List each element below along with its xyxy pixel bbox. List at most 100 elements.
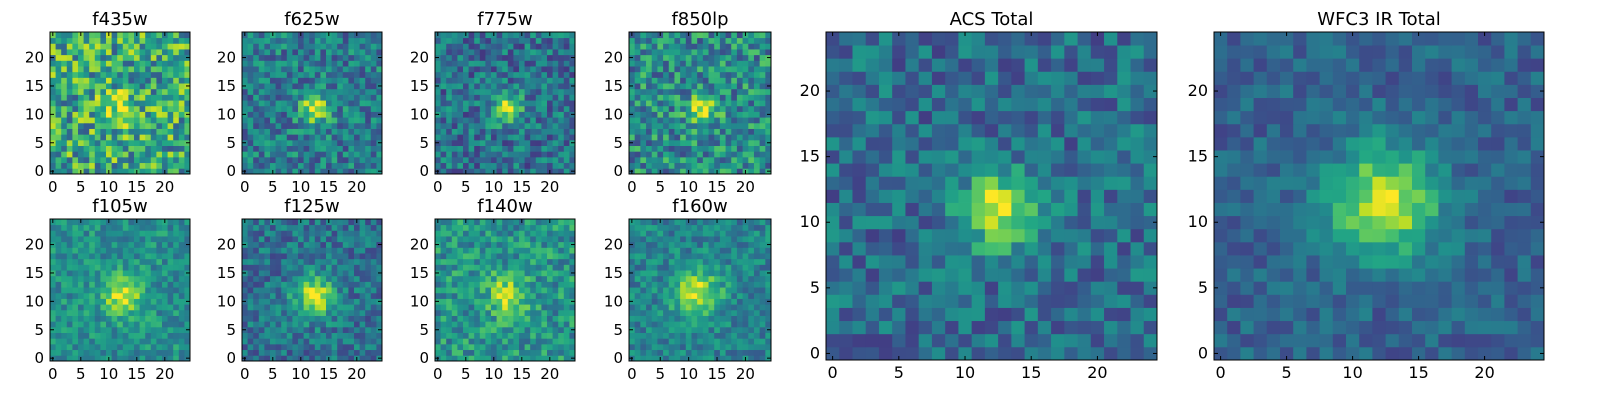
heatmap-cell: [184, 230, 191, 237]
heatmap-cell: [331, 145, 338, 152]
heatmap-cell: [314, 122, 321, 129]
heatmap-cell: [286, 343, 293, 351]
heatmap-cell: [122, 338, 129, 345]
heatmap-cell: [314, 270, 321, 277]
heatmap-cell: [552, 349, 559, 356]
heatmap-cell: [657, 315, 664, 322]
heatmap-cell: [725, 66, 732, 73]
heatmap-cell: [258, 309, 265, 316]
heatmap-cell: [337, 292, 344, 299]
heatmap-cell: [314, 128, 321, 135]
heatmap-cell: [558, 315, 565, 322]
heatmap-cell: [530, 219, 537, 226]
heatmap-cell: [513, 224, 520, 231]
heatmap-cell: [541, 168, 548, 175]
heatmap-cell: [117, 37, 124, 44]
heatmap-cell: [708, 287, 715, 294]
heatmap-cell: [640, 304, 647, 311]
heatmap-cell: [184, 247, 191, 254]
heatmap-cell: [731, 122, 738, 129]
heatmap-cell: [563, 117, 570, 124]
heatmap-cell: [270, 224, 276, 231]
heatmap-cell: [354, 343, 360, 351]
heatmap-cell: [309, 66, 316, 73]
heatmap-cell: [552, 60, 559, 67]
heatmap-cell: [253, 66, 260, 73]
heatmap-cell: [139, 134, 146, 141]
heatmap-cell: [242, 100, 248, 107]
heatmap-cell: [474, 315, 481, 322]
heatmap-cell: [491, 156, 497, 164]
heatmap-cell: [702, 71, 709, 78]
heatmap-cell: [258, 304, 265, 311]
heatmap-cell: [753, 88, 761, 95]
heatmap-cell: [376, 343, 383, 351]
heatmap-cell: [55, 54, 62, 61]
heatmap-cell: [552, 253, 559, 260]
heatmap-cell: [507, 281, 514, 288]
heatmap-cell: [247, 105, 254, 112]
heatmap-cell: [342, 71, 349, 78]
heatmap-cell: [634, 49, 641, 56]
heatmap-cell: [668, 111, 675, 118]
heatmap-cell: [697, 77, 704, 84]
heatmap-cell: [451, 139, 458, 146]
heatmap-cell: [376, 287, 383, 294]
heatmap-cell: [342, 117, 349, 124]
heatmap-cell: [286, 71, 293, 78]
heatmap-cell: [691, 88, 698, 95]
heatmap-cell: [479, 139, 486, 146]
heatmap-cell: [184, 43, 191, 50]
heatmap-cell: [275, 230, 282, 237]
heatmap-cell: [530, 71, 537, 78]
heatmap-cell: [111, 338, 118, 345]
heatmap-cell: [558, 54, 565, 61]
heatmap-cell: [359, 258, 366, 265]
heatmap-cell: [440, 298, 447, 305]
heatmap-cell: [303, 349, 310, 356]
heatmap-cell: [173, 304, 180, 311]
heatmap-cell: [680, 349, 687, 356]
heatmap-image: [435, 219, 576, 362]
heatmap-cell: [359, 326, 366, 333]
heatmap-cell: [731, 326, 738, 333]
heatmap-cell: [72, 151, 79, 158]
heatmap-cell: [253, 326, 260, 333]
heatmap-cell: [547, 230, 553, 237]
heatmap-cell: [569, 60, 576, 67]
heatmap-cell: [496, 151, 503, 158]
heatmap-cell: [563, 60, 570, 67]
heatmap-cell: [117, 100, 124, 107]
heatmap-cell: [674, 60, 681, 67]
heatmap-cell: [100, 219, 107, 226]
heatmap-cell: [247, 32, 254, 39]
heatmap-cell: [156, 338, 163, 345]
heatmap-cell: [122, 258, 129, 265]
heatmap-cell: [178, 43, 185, 50]
heatmap-cell: [691, 134, 698, 141]
heatmap-cell: [117, 355, 124, 362]
heatmap-cell: [326, 230, 332, 237]
heatmap-cell: [674, 83, 681, 90]
heatmap-cell: [337, 321, 344, 328]
heatmap-cell: [651, 304, 658, 311]
heatmap-cell: [178, 100, 185, 107]
heatmap-cell: [674, 122, 681, 129]
heatmap-cell: [286, 219, 293, 226]
heatmap-cell: [292, 355, 299, 362]
heatmap-cell: [94, 270, 101, 277]
heatmap-cell: [342, 270, 349, 277]
heatmap-cell: [122, 253, 129, 260]
heatmap-cell: [552, 111, 559, 118]
heatmap-cell: [83, 275, 90, 282]
heatmap-cell: [348, 43, 355, 50]
heatmap-cell: [106, 332, 112, 339]
heatmap-cell: [634, 134, 641, 141]
heatmap-cell: [507, 270, 514, 277]
heatmap-cell: [139, 83, 146, 90]
heatmap-cell: [558, 287, 565, 294]
heatmap-cell: [292, 60, 299, 67]
heatmap-cell: [502, 105, 509, 112]
heatmap-cell: [292, 66, 299, 73]
heatmap-cell: [646, 151, 653, 158]
